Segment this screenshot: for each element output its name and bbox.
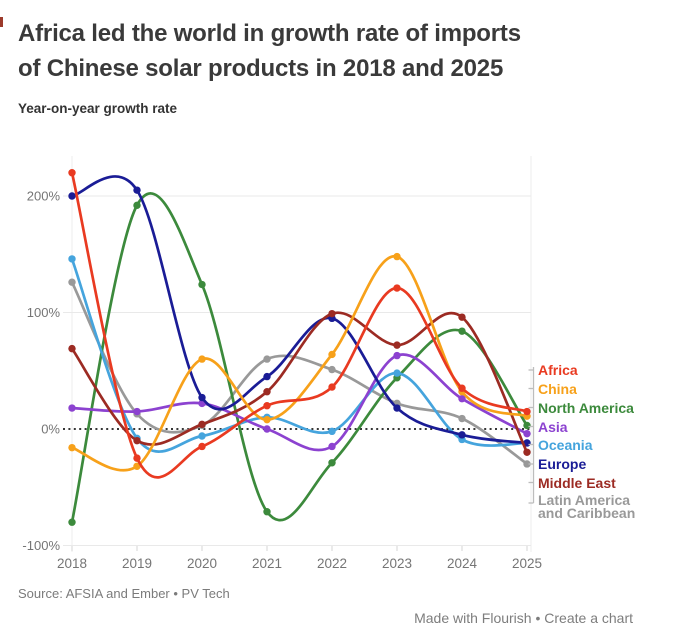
data-point-europe: [133, 186, 141, 194]
data-point-latin-america-and-caribbean: [523, 460, 531, 468]
chart-title-line2: of Chinese solar products in 2018 and 20…: [18, 55, 504, 82]
series-line-oceania: [70, 257, 529, 453]
data-point-middle-east: [133, 436, 141, 445]
x-axis-tick-label: 2024: [447, 556, 478, 571]
data-point-europe: [393, 404, 401, 412]
corner-badge: [0, 17, 3, 27]
data-point-middle-east: [263, 388, 271, 396]
y-axis-tick-label: -100%: [22, 538, 60, 553]
data-point-oceania: [68, 255, 76, 263]
legend-item-oceania: Oceania: [538, 436, 593, 453]
x-axis-tick-label: 2020: [187, 556, 217, 571]
made-with-flourish-link[interactable]: Made with Flourish: [414, 610, 532, 626]
data-point-africa: [328, 383, 336, 391]
legend-item-africa: Africa: [538, 362, 578, 378]
data-point-north-america: [68, 518, 76, 526]
series-line-asia: [70, 353, 529, 452]
data-point-asia: [68, 404, 76, 412]
data-point-europe: [68, 192, 76, 200]
data-point-north-america: [133, 201, 141, 210]
data-point-africa: [263, 402, 271, 410]
data-point-asia: [523, 429, 531, 438]
data-point-north-america: [328, 459, 336, 467]
legend-item-north-america: North America: [538, 399, 634, 416]
data-point-oceania: [198, 432, 206, 440]
x-axis-tick-label: 2025: [512, 556, 542, 571]
data-point-middle-east: [68, 344, 76, 353]
data-point-africa: [68, 169, 76, 177]
data-point-china: [198, 355, 206, 363]
data-point-north-america: [523, 421, 531, 430]
x-axis-tick-label: 2021: [252, 556, 282, 571]
data-point-middle-east: [328, 309, 336, 318]
data-point-latin-america-and-caribbean: [458, 414, 466, 423]
data-point-north-america: [263, 508, 271, 516]
chart-title: Africa led the world in growth rate of i…: [18, 16, 521, 86]
series-line-europe: [70, 175, 529, 445]
data-point-china: [263, 415, 271, 424]
data-point-middle-east: [393, 341, 401, 349]
data-point-africa: [133, 454, 141, 462]
create-a-chart-link[interactable]: Create a chart: [544, 610, 633, 626]
credit-separator: •: [531, 610, 545, 626]
data-point-oceania: [328, 427, 336, 436]
data-point-china: [393, 252, 401, 261]
legend-item-middle-east: Middle East: [538, 474, 616, 491]
chart-subtitle: Year-on-year growth rate: [18, 101, 178, 116]
legend-item-asia: Asia: [538, 418, 568, 435]
data-point-europe: [458, 431, 466, 439]
legend-item-europe: Europe: [538, 456, 587, 472]
data-point-asia: [263, 425, 271, 433]
data-point-middle-east: [458, 313, 466, 321]
data-point-china: [68, 443, 76, 452]
data-point-north-america: [458, 327, 466, 335]
data-point-middle-east: [198, 420, 206, 429]
data-point-africa: [523, 407, 531, 416]
legend-item-latin-america-and-caribbean: Latin America and Caribbean: [538, 491, 636, 521]
data-point-africa: [198, 442, 206, 451]
flourish-credit: Made with Flourish • Create a chart: [414, 610, 633, 626]
series-line-middle-east: [70, 311, 529, 454]
series-line-china: [70, 255, 529, 472]
data-point-oceania: [393, 369, 401, 377]
x-axis-tick-label: 2023: [382, 556, 412, 571]
data-point-asia: [458, 395, 466, 403]
x-axis-tick-label: 2022: [317, 556, 347, 571]
data-point-africa: [393, 284, 401, 292]
data-point-middle-east: [523, 448, 531, 456]
series-line-africa: [70, 171, 529, 479]
data-point-latin-america-and-caribbean: [263, 355, 271, 363]
data-point-europe: [263, 372, 271, 381]
y-axis-tick-label: 0%: [41, 422, 60, 437]
y-axis-tick-label: 100%: [27, 305, 61, 320]
data-point-latin-america-and-caribbean: [328, 365, 336, 374]
data-point-asia: [393, 351, 401, 360]
data-point-china: [328, 350, 336, 359]
source-note: Source: AFSIA and Ember • PV Tech: [18, 586, 230, 601]
y-axis-tick-label: 200%: [27, 189, 61, 204]
data-point-latin-america-and-caribbean: [68, 278, 76, 286]
data-point-north-america: [198, 280, 206, 289]
chart-title-line1: Africa led the world in growth rate of i…: [18, 20, 521, 47]
data-point-africa: [458, 384, 466, 392]
data-point-europe: [198, 393, 206, 402]
data-point-asia: [133, 407, 141, 416]
legend-item-china: China: [538, 380, 577, 397]
x-axis-tick-label: 2018: [57, 556, 87, 571]
x-axis-tick-label: 2019: [122, 556, 152, 571]
data-point-asia: [328, 442, 336, 451]
